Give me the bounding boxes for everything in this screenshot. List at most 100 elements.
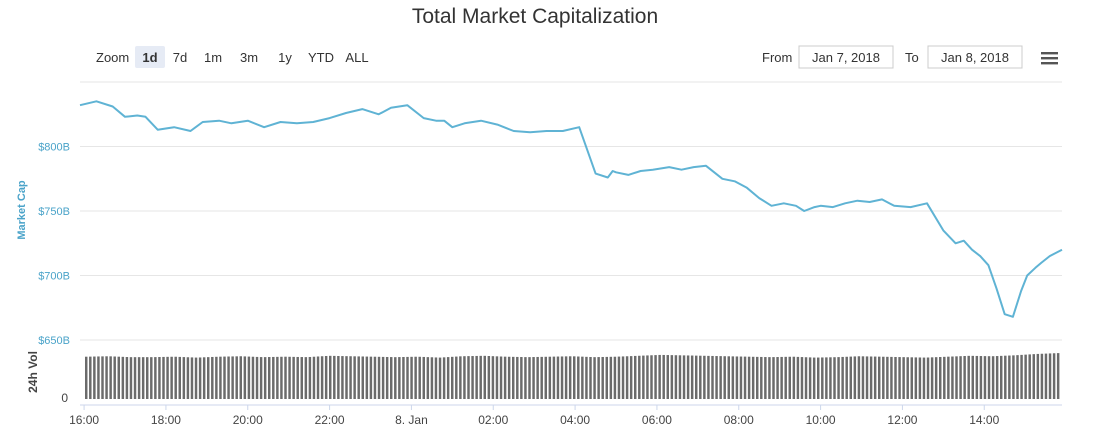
volume-bar xyxy=(605,356,608,399)
volume-bar xyxy=(625,356,629,399)
volume-bar xyxy=(751,356,755,399)
to-label: To xyxy=(905,50,919,65)
volume-bar xyxy=(556,356,560,399)
volume-bar xyxy=(1028,354,1031,399)
volume-bar xyxy=(247,356,251,399)
volume-bar xyxy=(658,354,661,399)
y-axis-label: Market Cap xyxy=(16,180,28,240)
zoom-button-label: 7d xyxy=(173,50,187,65)
volume-bar xyxy=(483,355,486,399)
zoom-button-ytd[interactable]: YTD xyxy=(308,50,334,65)
volume-bar xyxy=(146,357,149,399)
volume-bar xyxy=(577,356,580,399)
volume-bar xyxy=(507,356,511,399)
volume-bar xyxy=(503,356,507,399)
zoom-button-7d[interactable]: 7d xyxy=(173,50,187,65)
volume-bar xyxy=(406,356,409,399)
volume-bar xyxy=(743,356,747,399)
volume-bar xyxy=(141,357,145,399)
volume-bar xyxy=(158,357,161,399)
volume-bar xyxy=(101,356,104,399)
volume-bar xyxy=(451,356,454,399)
zoom-button-all[interactable]: ALL xyxy=(345,50,368,65)
volume-bar xyxy=(194,357,198,399)
zoom-button-3m[interactable]: 3m xyxy=(240,50,258,65)
volume-bar xyxy=(873,356,877,399)
volume-bar xyxy=(756,356,759,399)
volume-bar xyxy=(353,356,356,399)
volume-bar xyxy=(251,356,255,399)
volume-bar xyxy=(800,357,804,399)
volume-bar xyxy=(410,356,413,399)
volume-bar xyxy=(365,356,369,399)
zoom-label: Zoom xyxy=(96,50,129,65)
volume-bar xyxy=(638,355,641,399)
volume-bar xyxy=(939,357,942,399)
volume-bar xyxy=(983,356,987,399)
volume-bar xyxy=(198,357,202,399)
volume-bar xyxy=(479,355,482,399)
volume-bar xyxy=(219,356,222,399)
volume-bar xyxy=(255,356,259,399)
volume-bar xyxy=(280,356,283,399)
volume-bar xyxy=(333,355,336,399)
volume-bar xyxy=(345,356,348,399)
volume-bar xyxy=(894,356,897,399)
volume-bar xyxy=(137,357,141,399)
volume-bar xyxy=(109,356,112,399)
from-date-input-box[interactable] xyxy=(798,45,894,69)
volume-bar xyxy=(833,357,836,399)
volume-bar xyxy=(837,357,840,399)
volume-bar xyxy=(398,357,401,399)
volume-bar xyxy=(239,356,242,399)
x-tick-label: 14:00 xyxy=(969,413,999,427)
to-date-input[interactable]: Jan 8, 2018 xyxy=(941,50,1009,65)
volume-bar xyxy=(979,356,983,399)
zoom-button-1y[interactable]: 1y xyxy=(278,50,292,65)
volume-bar xyxy=(475,355,478,399)
y-tick-label: $650B xyxy=(38,335,70,347)
volume-bar xyxy=(772,357,775,399)
zoom-button-label: 3m xyxy=(240,50,258,65)
volume-bar xyxy=(650,355,653,399)
volume-bar xyxy=(613,356,617,399)
zoom-button-label: YTD xyxy=(308,50,334,65)
volume-bar xyxy=(792,356,796,399)
volume-bar xyxy=(585,356,588,399)
x-tick-label: 08:00 xyxy=(724,413,754,427)
volume-bar xyxy=(629,356,633,399)
x-tick-label: 06:00 xyxy=(642,413,672,427)
volume-bar xyxy=(337,355,340,399)
volume-bar xyxy=(296,356,299,399)
volume-bar xyxy=(121,356,125,399)
volume-bar xyxy=(150,357,153,399)
volume-bar xyxy=(438,357,442,399)
volume-bar xyxy=(97,356,100,399)
to-date-input-box[interactable] xyxy=(927,45,1023,69)
volume-bar xyxy=(341,356,344,399)
volume-bar xyxy=(882,356,885,399)
toolbar: Zoom 1d 7d 1m 3m 1y YTD ALL From Jan 7, 2018 T… xyxy=(96,45,1058,69)
volume-bar xyxy=(926,357,930,399)
zoom-button-1d[interactable]: 1d xyxy=(135,46,165,68)
volume-bar xyxy=(703,355,706,399)
from-date-input[interactable]: Jan 7, 2018 xyxy=(812,50,880,65)
volume-bar xyxy=(320,356,324,399)
volume-bar xyxy=(202,357,206,399)
volume-bar xyxy=(1048,353,1052,399)
volume-bar xyxy=(422,356,425,399)
volume-bar xyxy=(788,356,791,399)
volume-bar xyxy=(930,357,934,399)
volume-bar xyxy=(760,356,763,399)
volume-bar xyxy=(715,356,718,399)
volume-bar xyxy=(263,357,267,399)
zoom-button-1m[interactable]: 1m xyxy=(204,50,222,65)
volume-bar xyxy=(133,357,137,399)
x-tick-label: 22:00 xyxy=(315,413,345,427)
x-tick-label: 04:00 xyxy=(560,413,590,427)
volume-bar xyxy=(414,356,417,399)
volume-bar xyxy=(1000,355,1003,399)
volume-bar xyxy=(568,356,572,399)
hamburger-menu-icon[interactable] xyxy=(1040,50,1058,65)
